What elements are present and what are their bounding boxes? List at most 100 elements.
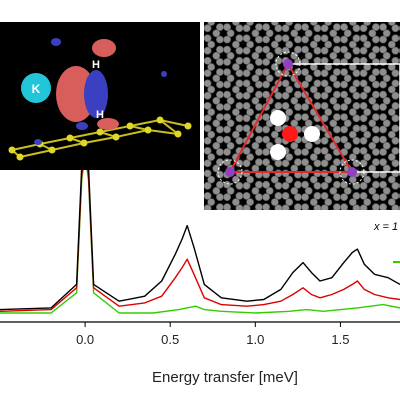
lattice-atom xyxy=(226,74,235,83)
lattice-atom xyxy=(387,198,396,206)
lattice-atom xyxy=(387,108,396,116)
lattice-atom xyxy=(348,130,357,139)
lattice-atom xyxy=(242,91,251,100)
lattice-atom xyxy=(371,148,380,156)
lattice-atom xyxy=(215,193,224,201)
lattice-atom xyxy=(223,180,231,189)
orbital-lobe-top xyxy=(92,39,116,57)
lattice-atom xyxy=(251,51,260,60)
lattice-atom xyxy=(242,56,251,65)
lattice-atom xyxy=(320,46,329,55)
lattice-atom xyxy=(304,186,313,195)
orbital-blob-small-4 xyxy=(34,139,42,145)
lattice-atom xyxy=(215,35,224,44)
lattice-atom xyxy=(332,180,341,189)
lattice-atom xyxy=(294,113,302,121)
lattice-atom xyxy=(207,40,216,49)
lattice-atom xyxy=(352,136,361,145)
lattice-atom xyxy=(204,102,212,110)
lattice-atom xyxy=(262,203,270,210)
lattice-atom xyxy=(235,136,244,145)
lattice-atom xyxy=(363,108,372,116)
lattice-atoms xyxy=(204,22,400,210)
lattice-atom xyxy=(382,141,391,150)
lattice-atom xyxy=(294,45,302,54)
potassium-atom xyxy=(21,73,51,103)
lattice-atom xyxy=(363,85,372,94)
lattice-atom xyxy=(270,40,279,49)
lattice-atom xyxy=(215,45,224,54)
lattice-atom xyxy=(204,124,212,133)
lattice-atom xyxy=(226,119,235,128)
lattice-atom xyxy=(391,124,400,133)
lattice-atom xyxy=(352,102,361,110)
lattice-atom xyxy=(363,130,372,139)
lattice-atom xyxy=(274,56,283,65)
lattice-atom xyxy=(231,108,240,116)
lattice-atom xyxy=(231,40,240,49)
lattice-atom xyxy=(255,193,263,201)
lattice-atom xyxy=(223,68,231,76)
lattice-atom xyxy=(391,91,400,100)
lattice-atom xyxy=(309,175,318,184)
lattice-atom xyxy=(343,96,352,105)
lattice-atom xyxy=(387,130,396,139)
lattice-atom xyxy=(242,114,251,123)
lattice-atom xyxy=(223,45,231,54)
lattice-atom xyxy=(226,51,235,60)
lattice-atom xyxy=(262,90,270,99)
lattice-atom xyxy=(313,69,322,78)
lattice-atom xyxy=(207,153,216,161)
lattice-atom xyxy=(235,114,244,123)
lattice-atom xyxy=(391,102,400,110)
lattice-atom xyxy=(332,125,341,134)
lattice-atom xyxy=(371,193,380,201)
lattice-atom xyxy=(212,29,221,38)
lattice-atom xyxy=(235,34,244,43)
lattice-atom xyxy=(359,204,368,210)
lattice-atom xyxy=(274,169,283,178)
lattice-atom xyxy=(215,58,224,66)
lattice-atom xyxy=(223,113,231,121)
lattice-atom xyxy=(309,198,318,206)
lattice-atom xyxy=(294,23,302,31)
lattice-atom xyxy=(363,40,372,49)
lattice-atom xyxy=(391,79,400,88)
lattice-atom xyxy=(265,29,274,38)
lattice-atom xyxy=(391,191,400,200)
lattice-atom xyxy=(281,79,290,88)
lattice-atom xyxy=(235,181,244,190)
lattice-atom xyxy=(215,180,224,189)
center-dot xyxy=(282,126,298,142)
lattice-atom xyxy=(223,158,231,167)
lattice-atom xyxy=(379,113,387,121)
lattice-atom xyxy=(285,40,294,49)
lattice-atom xyxy=(368,29,377,38)
lattice-atom xyxy=(340,193,348,201)
lattice-atom xyxy=(242,146,251,155)
lattice-atom xyxy=(309,40,318,49)
lattice-atom xyxy=(324,85,333,94)
lattice-atom xyxy=(231,130,240,139)
lattice-atom xyxy=(368,74,377,83)
lattice-atom xyxy=(352,191,361,200)
lattice-atom xyxy=(255,103,263,111)
orbital-blob-small-1 xyxy=(51,38,61,46)
lattice-atom xyxy=(359,146,368,155)
lattice-atom xyxy=(313,159,322,168)
lattice-atom xyxy=(320,24,329,33)
lattice-atom xyxy=(387,85,396,94)
lattice-atom xyxy=(382,29,391,38)
lattice-atom xyxy=(359,136,368,145)
lattice-atom xyxy=(262,180,270,189)
lattice-atom xyxy=(204,204,212,210)
triangle-cell xyxy=(228,61,354,173)
lattice-atom xyxy=(320,169,329,178)
lattice-atom xyxy=(371,170,380,179)
lattice-atom xyxy=(242,69,251,78)
lattice-atom xyxy=(207,63,216,71)
lattice-atom xyxy=(340,23,348,31)
lattice-atom xyxy=(255,45,263,54)
lattice-atom xyxy=(255,125,263,134)
lattice-atom xyxy=(274,46,283,55)
